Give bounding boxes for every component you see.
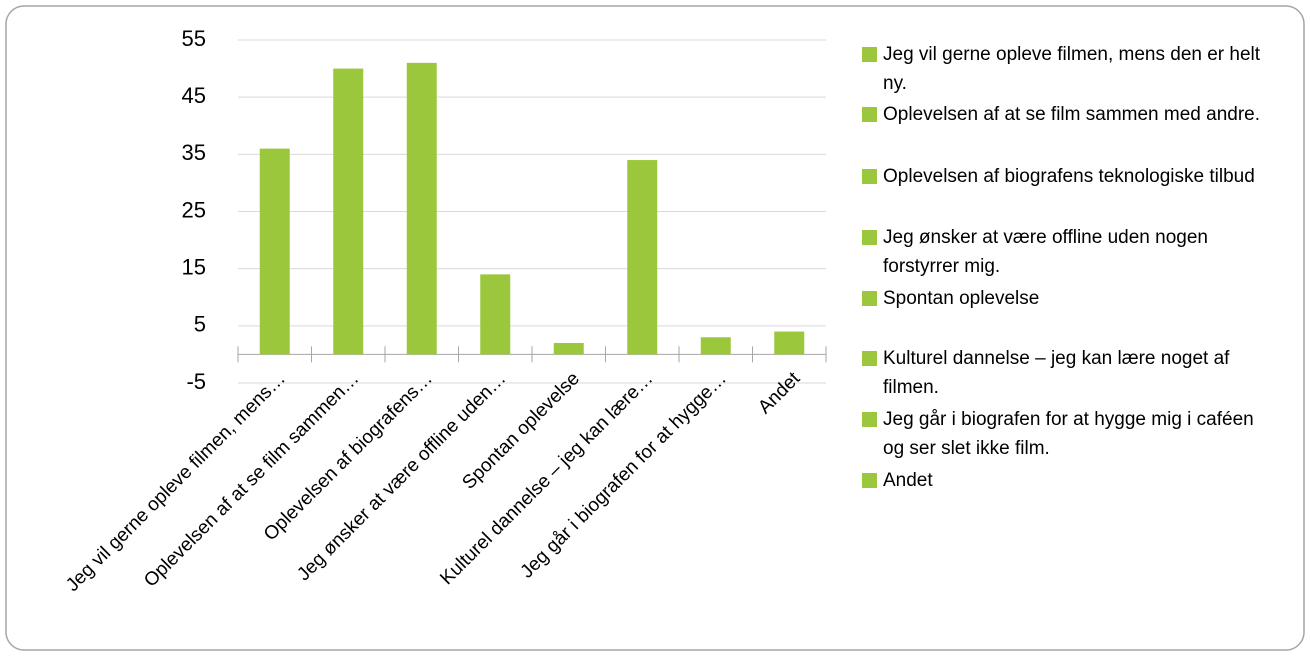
frame [5,5,1305,651]
legend-entry: Kulturel dannelse – jeg kan lære noget a… [862,344,1282,402]
legend-entry: Jeg ønsker at være offline uden nogen fo… [862,223,1282,281]
legend-swatch [862,169,877,184]
legend-label: Jeg vil gerne opleve filmen, mens den er… [883,44,1261,94]
legend-entry: Oplevelsen af at se film sammen med andr… [862,100,1282,129]
bar [627,160,658,355]
legend-entry: Jeg vil gerne opleve filmen, mens den er… [862,40,1282,98]
legend-swatch [862,473,877,488]
bar [406,62,437,355]
y-tick-label: 5 [194,312,206,337]
bar [480,274,511,355]
x-tick-label: Andet [754,368,804,418]
legend-swatch [862,107,877,122]
legend-label: Jeg går i biografen for at hygge mig i c… [883,409,1254,459]
bar [553,342,584,355]
legend-label: Kulturel dannelse – jeg kan lære noget a… [883,348,1230,398]
legend-entry: Oplevelsen af biografens teknologiske ti… [862,162,1282,191]
legend-label: Andet [883,470,933,491]
legend-swatch [862,291,877,306]
legend-label: Oplevelsen af at se film sammen med andr… [883,104,1261,125]
bar [333,68,364,355]
y-tick-label: -5 [186,369,206,394]
y-tick-label: 25 [182,197,206,222]
legend-swatch [862,230,877,245]
legend-label: Oplevelsen af biografens teknologiske ti… [883,166,1255,187]
legend-swatch [862,351,877,366]
y-tick-label: 45 [182,83,206,108]
legend-swatch [862,412,877,427]
bar [259,148,290,355]
y-tick-label: 55 [182,26,206,51]
legend-label: Jeg ønsker at være offline uden nogen fo… [883,227,1208,277]
legend-entry: Jeg går i biografen for at hygge mig i c… [862,405,1282,463]
bar [774,331,805,355]
legend-label: Spontan oplevelse [883,288,1040,309]
legend-entry: Andet [862,466,1282,495]
bar [700,337,731,355]
y-tick-label: 35 [182,140,206,165]
legend-swatch [862,47,877,62]
legend-entry: Spontan oplevelse [862,284,1282,313]
y-tick-label: 15 [182,254,206,279]
